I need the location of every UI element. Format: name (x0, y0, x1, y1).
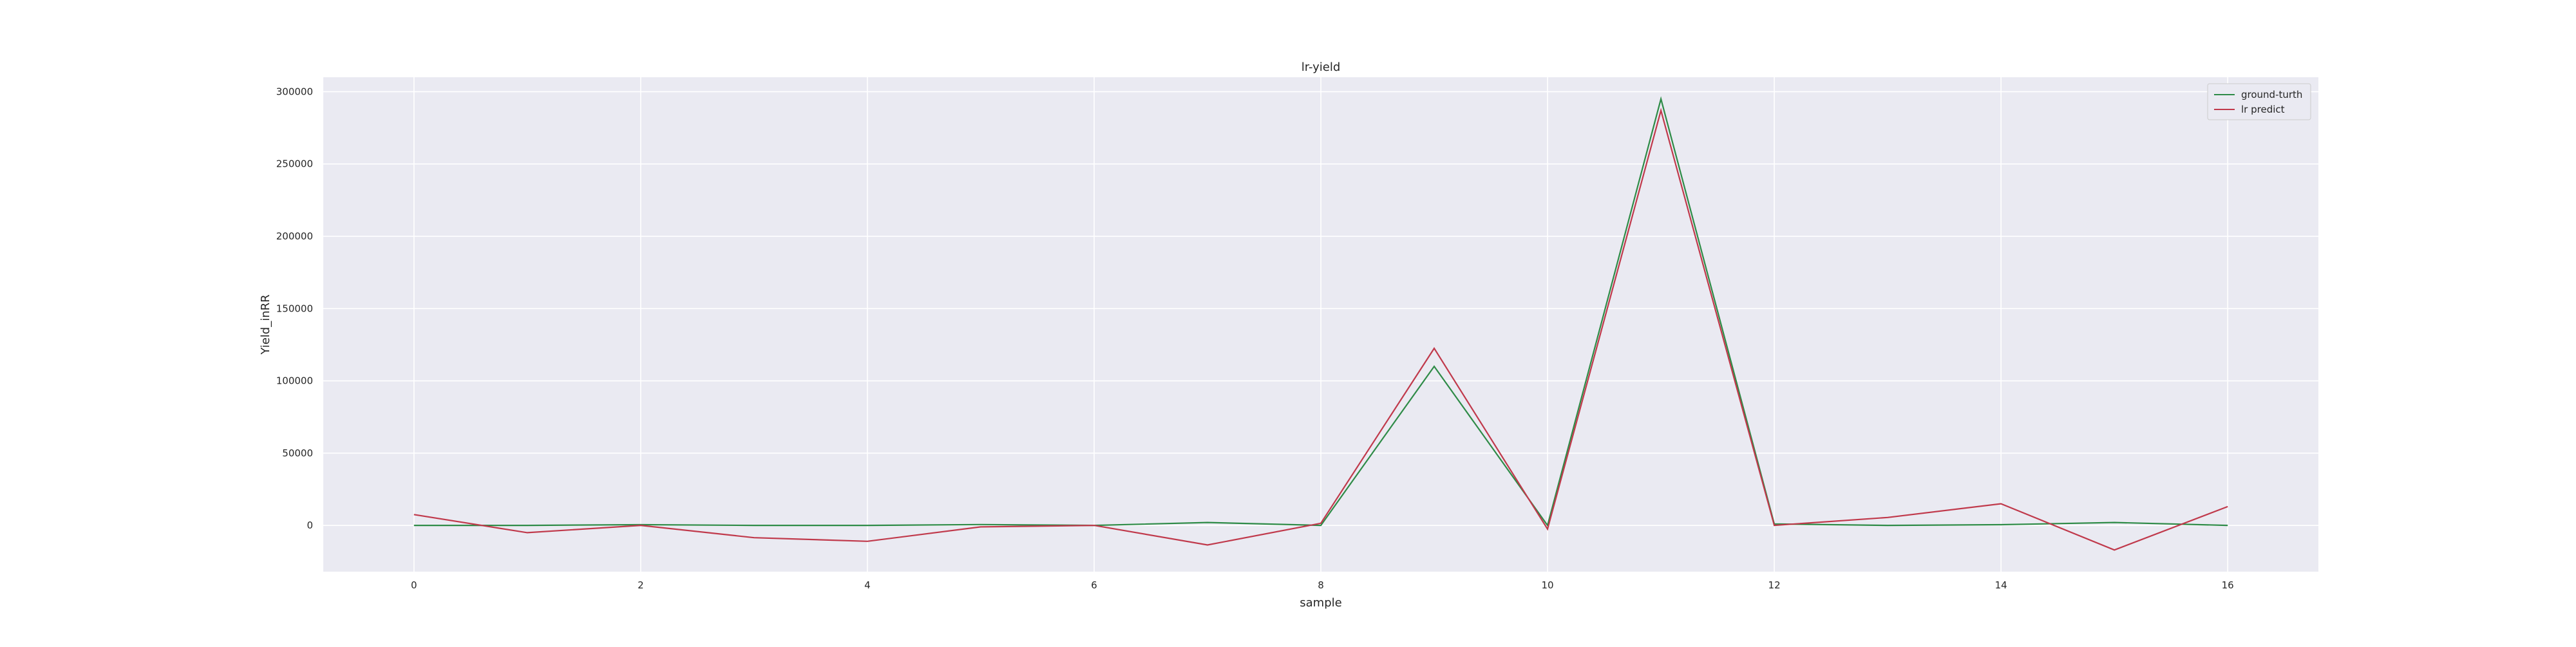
y-tick-label: 50000 (282, 447, 313, 459)
x-tick-label: 6 (1091, 579, 1097, 591)
y-tick-label: 150000 (276, 303, 313, 314)
x-axis-label: sample (1300, 596, 1341, 610)
legend: ground-turth lr predict (2207, 83, 2311, 120)
x-tick-label: 14 (1995, 579, 2007, 591)
x-tick-label: 16 (2222, 579, 2234, 591)
y-tick-label: 0 (307, 520, 313, 531)
legend-label-ground-turth: ground-turth (2241, 89, 2302, 100)
x-tick-label: 8 (1318, 579, 1324, 591)
chart-title: lr-yield (1302, 61, 1341, 74)
x-tick-label: 0 (411, 579, 417, 591)
series-line-ground-turth (413, 96, 2228, 527)
y-tick-labels: 0 50000 100000 150000 200000 250000 300000 (276, 86, 313, 531)
x-tick-label: 10 (1541, 579, 1553, 591)
x-tick-label: 2 (638, 579, 644, 591)
series-line-lr-predict (413, 108, 2228, 551)
x-tick-labels: 0 2 4 6 8 10 12 14 16 (411, 579, 2234, 591)
y-tick-label: 200000 (276, 230, 313, 242)
x-tick-label: 12 (1768, 579, 1781, 591)
y-tick-label: 300000 (276, 86, 313, 97)
x-tick-label: 4 (864, 579, 871, 591)
y-tick-label: 250000 (276, 158, 313, 170)
y-tick-label: 100000 (276, 375, 313, 387)
series-lines (413, 96, 2228, 551)
legend-label-lr-predict: lr predict (2241, 104, 2285, 115)
legend-box (2207, 83, 2311, 120)
y-axis-label: Yield_inRR (259, 294, 272, 355)
